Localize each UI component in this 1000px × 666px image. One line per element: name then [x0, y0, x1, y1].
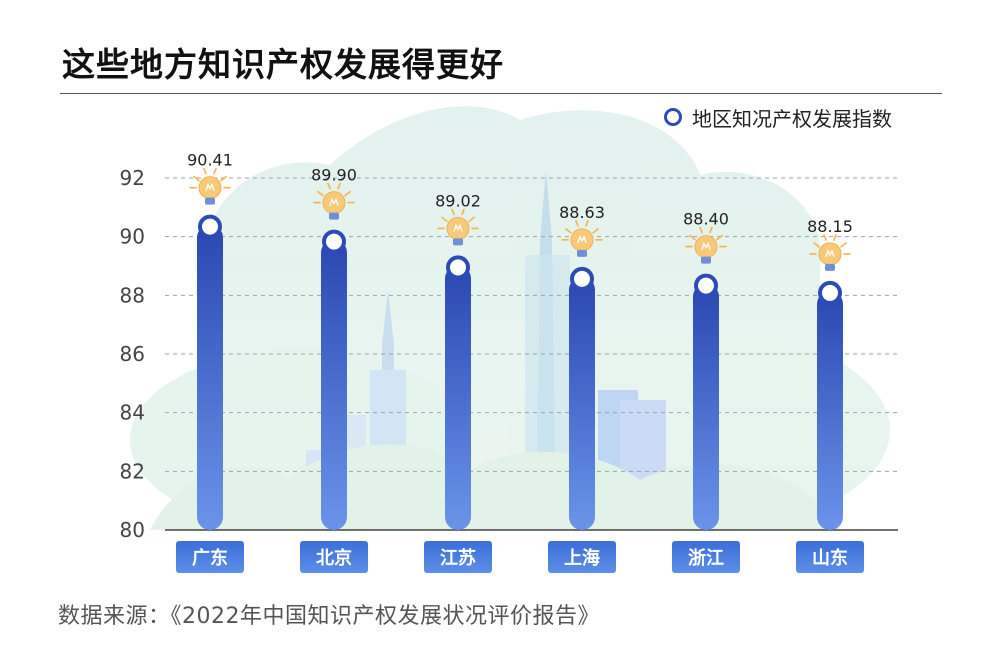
bar-top-marker: [322, 229, 346, 254]
y-tick-label: 88: [120, 283, 145, 307]
category-label: 山东: [812, 547, 848, 569]
data-label: 88.63: [559, 203, 605, 222]
y-tick-label: 86: [120, 342, 145, 366]
category-label: 北京: [316, 547, 352, 569]
data-label: 89.02: [435, 191, 481, 210]
legend: 地区知况产权发展指数: [664, 104, 892, 131]
category-label-box: [424, 541, 492, 573]
y-tick-label: 84: [120, 401, 145, 425]
lightbulb-icon: [437, 208, 479, 246]
lightbulb-icon: [809, 234, 851, 271]
data-label: 88.15: [807, 217, 853, 236]
bar: [197, 224, 223, 530]
category-label: 江苏: [440, 547, 476, 569]
category-label: 广东: [192, 547, 228, 569]
category-label: 上海: [564, 547, 600, 569]
source-note: 数据来源：《2022年中国知识产权发展状况评价报告》: [58, 604, 600, 629]
lightbulb-icon: [189, 167, 231, 205]
lightbulb-icon: [685, 226, 727, 264]
lightbulb-icon: [561, 220, 603, 257]
category-label-box: [672, 541, 740, 573]
bar: [321, 239, 347, 530]
category-label-box: [796, 541, 864, 573]
y-tick-label: 80: [120, 518, 145, 542]
category-label: 浙江: [688, 547, 724, 569]
bar-top-marker: [446, 255, 470, 280]
data-label: 90.41: [187, 151, 233, 170]
bar: [569, 276, 595, 530]
data-label: 89.90: [311, 166, 357, 185]
category-label-box: [300, 541, 368, 573]
bar: [693, 283, 719, 530]
legend-label: 地区知况产权发展指数: [692, 106, 892, 131]
lightbulb-icon: [313, 182, 355, 220]
bar-top-marker: [198, 214, 222, 239]
y-tick-label: 92: [120, 166, 145, 190]
y-axis-ticks: 80 82 84 86 88 90 92: [120, 166, 145, 542]
bar-top-marker: [818, 280, 842, 305]
gridlines: [165, 177, 898, 472]
legend-marker-icon: [664, 108, 682, 126]
background-scenery: [130, 106, 890, 530]
category-label-box: [548, 541, 616, 573]
data-label: 88.40: [683, 210, 729, 229]
chart-title: 这些地方知识产权发展得更好: [62, 45, 504, 84]
bar-top-marker: [570, 266, 594, 291]
bar: [445, 265, 471, 530]
title-divider: [60, 93, 942, 94]
y-tick-label: 90: [120, 225, 145, 249]
category-label-box: [176, 541, 244, 573]
bar-top-marker: [694, 273, 718, 298]
y-tick-label: 82: [120, 459, 145, 483]
bars: 90.41 广东 89.90 北京 89.02 江苏 88.63 上海 88.40 浙江 88.15…: [176, 151, 864, 573]
bar: [817, 290, 843, 530]
